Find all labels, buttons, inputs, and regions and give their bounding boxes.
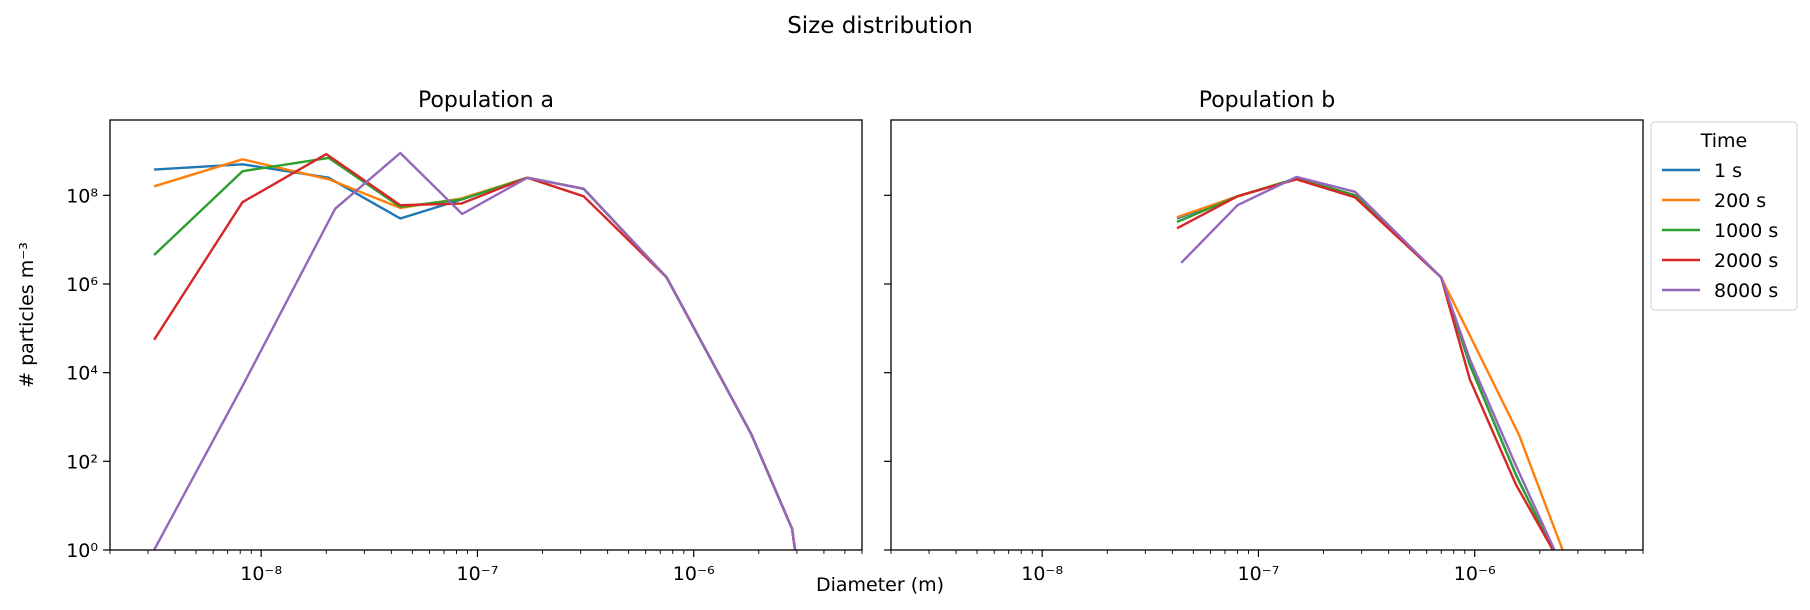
figure-title: Size distribution xyxy=(787,13,973,39)
series-line-200-s xyxy=(153,158,797,550)
plot-area-frame xyxy=(890,119,1644,551)
series-line-2000-s xyxy=(1176,178,1555,550)
x-tick-label: 10⁻⁸ xyxy=(1021,563,1063,585)
legend: Time 1 s 200 s 1000 s 2000 s 8000 s xyxy=(1650,121,1798,311)
panel-title: Population a xyxy=(418,88,554,113)
legend-item-1-s: 1 s xyxy=(1662,160,1742,182)
legend-title: Time xyxy=(1700,130,1748,152)
y-tick-label: 10⁰ xyxy=(66,540,98,562)
x-axis-label: Diameter (m) xyxy=(816,574,944,596)
legend-label: 1000 s xyxy=(1714,220,1778,242)
x-tick-label: 10⁻⁶ xyxy=(673,563,715,585)
x-tick-label: 10⁻⁶ xyxy=(1454,563,1496,585)
y-tick-label: 10⁶ xyxy=(66,274,98,296)
axis-ticks: 10⁻⁸ 10⁻⁷ 10⁻⁶ xyxy=(884,194,1644,585)
series-line-2000-s xyxy=(153,152,797,550)
legend-item-8000-s: 8000 s xyxy=(1662,280,1778,302)
series-line-1-s xyxy=(1176,177,1555,550)
series-line-8000-s xyxy=(1180,175,1556,550)
y-axis-label: # particles m⁻³ xyxy=(16,242,38,388)
legend-label: 1 s xyxy=(1714,160,1742,182)
series-line-1000-s xyxy=(1176,177,1555,550)
series-line-1-s xyxy=(154,163,797,550)
x-tick-label: 10⁻⁸ xyxy=(240,563,282,585)
y-tick-label: 10⁸ xyxy=(66,185,98,207)
series-lines xyxy=(1176,175,1564,550)
series-line-200-s xyxy=(1176,177,1564,550)
legend-item-1000-s: 1000 s xyxy=(1662,220,1778,242)
legend-item-200-s: 200 s xyxy=(1662,190,1766,212)
panel-population-a: Population a 10⁻⁸ 10⁻⁷ 10⁻⁶ 10⁰ 10² 10⁴ 10⁶ 10⁸ xyxy=(66,88,863,585)
y-tick-label: 10² xyxy=(66,451,98,473)
series-line-8000-s xyxy=(153,151,797,550)
plot-area-frame xyxy=(109,119,863,551)
panel-population-b: Population b 10⁻⁸ 10⁻⁷ 10⁻⁶ xyxy=(884,88,1644,585)
panel-title: Population b xyxy=(1199,88,1336,113)
legend-label: 8000 s xyxy=(1714,280,1778,302)
y-tick-label: 10⁴ xyxy=(66,363,98,385)
legend-label: 200 s xyxy=(1714,190,1766,212)
x-tick-label: 10⁻⁷ xyxy=(457,563,499,585)
x-tick-label: 10⁻⁷ xyxy=(1238,563,1280,585)
legend-label: 2000 s xyxy=(1714,250,1778,272)
legend-item-2000-s: 2000 s xyxy=(1662,250,1778,272)
series-line-1000-s xyxy=(153,156,797,550)
axis-ticks: 10⁻⁸ 10⁻⁷ 10⁻⁶ 10⁰ 10² 10⁴ 10⁶ 10⁸ xyxy=(66,185,863,585)
series-lines xyxy=(153,151,797,550)
